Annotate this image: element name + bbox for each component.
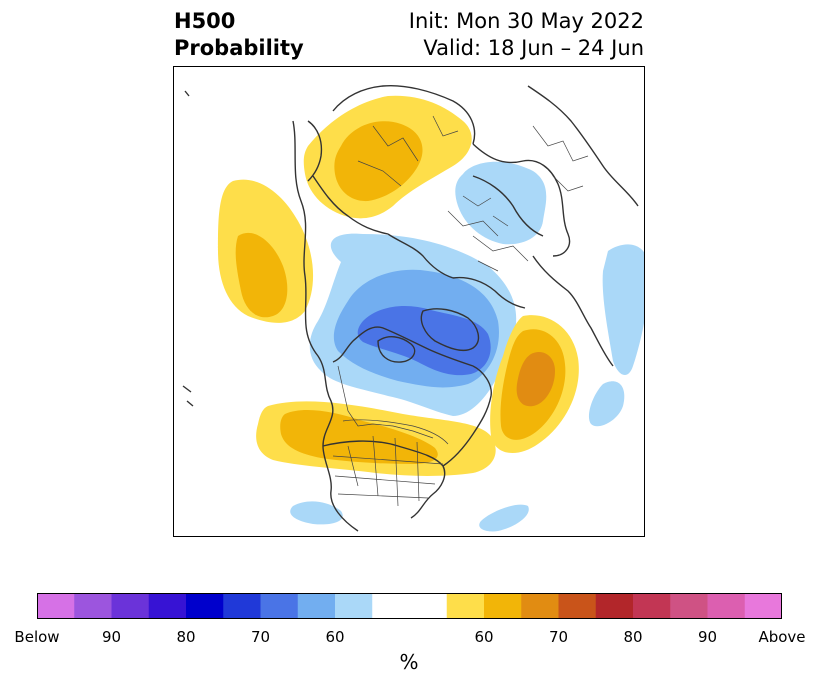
colorbar-swatch bbox=[186, 593, 224, 619]
colorbar-tick-label: Above bbox=[758, 628, 806, 646]
colorbar-swatch bbox=[223, 593, 261, 619]
variable-label: H500 bbox=[174, 9, 236, 33]
above-normal-medium-shading bbox=[235, 121, 566, 464]
coastlines bbox=[182, 84, 639, 532]
colorbar-swatch bbox=[111, 593, 150, 619]
colorbar-swatch bbox=[37, 593, 75, 619]
colorbar-tick-label: 90 bbox=[697, 628, 718, 646]
valid-range: Valid: 18 Jun – 24 Jun bbox=[423, 36, 644, 60]
chart-title-right: Init: Mon 30 May 2022 Valid: 18 Jun – 24… bbox=[409, 8, 644, 62]
colorbar-tick-label: 80 bbox=[176, 628, 196, 646]
colorbar-tick-label: 80 bbox=[623, 628, 643, 646]
colorbar-swatch bbox=[633, 593, 671, 619]
colorbar-units: % bbox=[399, 650, 419, 674]
colorbar-swatch bbox=[372, 593, 410, 619]
colorbar-swatch bbox=[409, 593, 448, 619]
colorbar-tick-label: 70 bbox=[250, 628, 271, 646]
colorbar-frame bbox=[37, 593, 782, 619]
colorbar bbox=[37, 593, 782, 619]
colorbar-tick-label: 70 bbox=[548, 628, 569, 646]
below-normal-dark-shading bbox=[357, 305, 491, 376]
init-date: Init: Mon 30 May 2022 bbox=[408, 9, 644, 33]
colorbar-swatch bbox=[670, 593, 708, 619]
colorbar-swatch bbox=[558, 593, 597, 619]
colorbar-swatch bbox=[484, 593, 522, 619]
political-borders bbox=[332, 115, 589, 507]
colorbar-swatch bbox=[335, 593, 373, 619]
colorbar-swatch bbox=[260, 593, 299, 619]
colorbar-tick-label: Below bbox=[14, 628, 60, 646]
colorbar-swatch bbox=[297, 593, 336, 619]
colorbar-swatch bbox=[446, 593, 485, 619]
chart-title-left: H500 Probability bbox=[174, 8, 304, 62]
colorbar-swatch bbox=[148, 593, 187, 619]
colorbar-tick-label: 60 bbox=[474, 628, 494, 646]
colorbar-tick-label: 90 bbox=[101, 628, 122, 646]
colorbar-swatch bbox=[595, 593, 634, 619]
above-normal-dark-shading bbox=[516, 351, 555, 407]
colorbar-swatch bbox=[707, 593, 746, 619]
probability-map bbox=[173, 66, 645, 537]
colorbar-swatch bbox=[521, 593, 559, 619]
colorbar-swatch bbox=[74, 593, 112, 619]
product-label: Probability bbox=[174, 36, 304, 60]
colorbar-tick-label: 60 bbox=[325, 628, 345, 646]
map-frame bbox=[173, 66, 645, 537]
colorbar-swatch bbox=[744, 593, 782, 619]
